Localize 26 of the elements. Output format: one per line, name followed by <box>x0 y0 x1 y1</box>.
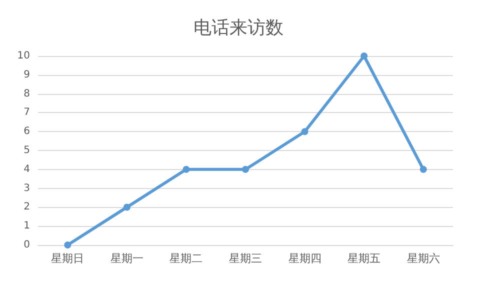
y-tick-label: 8 <box>24 88 30 100</box>
x-tick-label: 星期五 <box>348 252 381 265</box>
y-tick-label: 3 <box>24 182 30 194</box>
chart-title: 电话来访数 <box>194 18 284 38</box>
x-tick-label: 星期六 <box>406 252 440 265</box>
point <box>420 166 427 173</box>
y-tick-label: 9 <box>24 69 30 80</box>
point <box>64 242 72 248</box>
y-tick-label: 4 <box>24 164 30 175</box>
x-tick-label: 星期四 <box>288 252 322 265</box>
point <box>242 166 249 173</box>
x-tick-label: 星期三 <box>229 252 262 265</box>
point <box>360 52 368 60</box>
point <box>301 128 308 136</box>
y-tick-label: 0 <box>24 240 30 250</box>
x-tick-label: 星期日 <box>51 252 84 265</box>
point <box>182 166 190 173</box>
y-tick-label: 6 <box>24 126 30 138</box>
y-tick-label: 2 <box>24 202 30 213</box>
x-tick-label: 星期一 <box>110 252 144 265</box>
y-tick-label: 7 <box>24 107 30 118</box>
y-tick-label: 1 <box>24 220 30 232</box>
y-tick-label: 5 <box>24 145 30 156</box>
point <box>123 204 130 211</box>
x-tick-label: 星期二 <box>170 252 203 265</box>
y-tick-label: 10 <box>17 50 30 62</box>
